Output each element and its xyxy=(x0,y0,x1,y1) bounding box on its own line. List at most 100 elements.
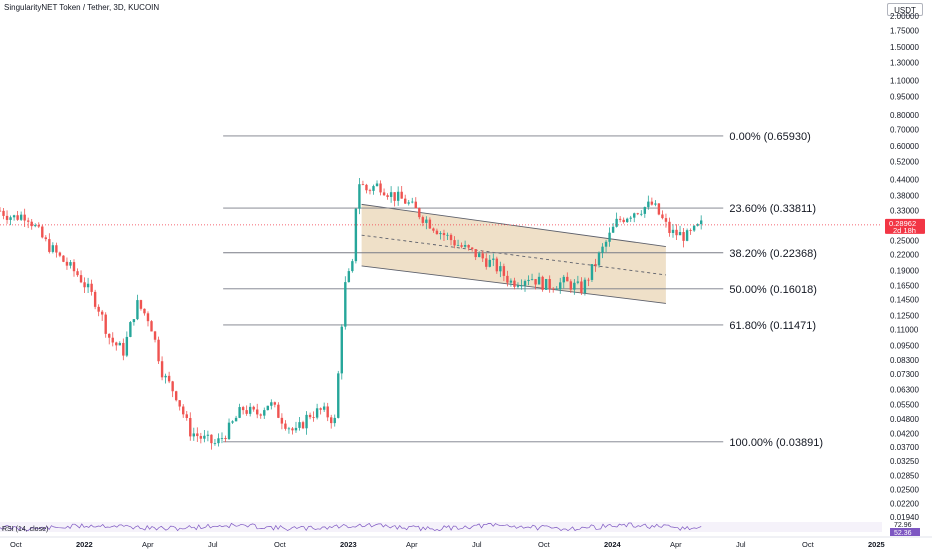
candle-body xyxy=(636,213,639,215)
candle-body xyxy=(111,337,114,343)
price-tick-label: 0.05500 xyxy=(890,400,919,409)
candle-body xyxy=(241,407,245,411)
candle-body xyxy=(643,207,647,214)
price-tick-label: 0.08300 xyxy=(890,356,919,365)
price-tick-label: 0.70000 xyxy=(890,125,919,134)
candle-body xyxy=(206,434,210,436)
candle-body xyxy=(404,198,407,204)
time-axis[interactable]: Oct 2022 Apr Jul Oct 2023 Apr Jul Oct 2024 Apr Jul O… xyxy=(0,536,932,549)
candle-body xyxy=(51,245,55,252)
candle-body xyxy=(583,279,587,293)
candle-body xyxy=(280,417,284,424)
candle-body xyxy=(153,331,157,340)
candle-body xyxy=(485,258,488,267)
candle-body xyxy=(199,436,203,439)
candle-body xyxy=(270,402,273,406)
candle-body xyxy=(555,289,558,291)
candle-body xyxy=(647,201,650,208)
price-tick-label: 0.38000 xyxy=(890,191,919,200)
candle-body xyxy=(284,423,287,429)
candle-body xyxy=(527,279,530,282)
candle-body xyxy=(72,262,76,272)
candle-body xyxy=(65,261,69,266)
candle-body xyxy=(157,339,160,362)
rsi-line xyxy=(0,522,702,532)
candle-body xyxy=(428,219,432,229)
candle-body xyxy=(150,321,153,332)
candle-body xyxy=(442,233,446,236)
candle-body xyxy=(358,184,361,209)
candle-body xyxy=(347,271,351,283)
candle-body xyxy=(502,266,506,276)
price-tick-label: 0.02500 xyxy=(890,486,919,495)
candle-body xyxy=(108,333,111,338)
rsi-value: 52.36 xyxy=(894,530,912,537)
candle-body xyxy=(516,285,520,287)
candle-body xyxy=(530,279,534,280)
price-tick-label: 0.06300 xyxy=(890,386,919,395)
candle-body xyxy=(213,443,217,444)
candle-body xyxy=(58,252,62,256)
price-tick-label: 0.09500 xyxy=(890,341,919,350)
fib-retracement[interactable]: 0.00% (0.65930) 23.60% (0.33811) 38.20% (0… xyxy=(223,131,823,449)
candle-body xyxy=(69,262,72,266)
candle-body xyxy=(305,414,308,429)
candle-body xyxy=(559,282,562,290)
rsi-upper-value: 72.96 xyxy=(894,522,912,529)
candle-body xyxy=(12,215,16,218)
candle-body xyxy=(552,288,555,290)
candle-body xyxy=(492,258,495,260)
price-tick-label: 0.03700 xyxy=(890,443,919,452)
rsi-pane[interactable]: RSI (14, close) 72.96 52.36 xyxy=(0,522,920,537)
price-tick-label: 0.03250 xyxy=(890,457,919,466)
candle-body xyxy=(449,234,453,241)
candle-body xyxy=(83,282,86,288)
candle-body xyxy=(544,278,548,290)
candle-body xyxy=(411,201,414,203)
price-axis[interactable]: 2.00000 1.75000 1.50000 1.30000 1.10000 0.950… xyxy=(890,12,919,522)
candle-body xyxy=(227,422,231,440)
candle-body xyxy=(76,271,79,276)
candle-body xyxy=(315,408,319,418)
candle-body xyxy=(664,218,668,222)
candle-body xyxy=(115,342,118,346)
candle-body xyxy=(611,226,615,233)
candle-body xyxy=(692,225,696,231)
candle-body xyxy=(185,414,188,418)
price-tick-label: 0.19000 xyxy=(890,266,919,275)
candle-body xyxy=(86,283,90,288)
price-tick-label: 0.04200 xyxy=(890,430,919,439)
candle-body xyxy=(566,276,569,282)
candle-body xyxy=(386,195,389,197)
candle-body xyxy=(139,300,143,309)
candle-body xyxy=(590,264,594,280)
candle-body xyxy=(79,275,83,283)
candle-body xyxy=(34,225,37,227)
candle-body xyxy=(661,214,664,219)
candle-body xyxy=(319,408,322,410)
candle-body xyxy=(368,190,372,192)
candle-body xyxy=(93,291,97,307)
candle-body xyxy=(576,281,580,283)
price-tick-label: 1.75000 xyxy=(890,26,919,35)
candle-body xyxy=(263,410,266,416)
candle-body xyxy=(573,282,576,290)
time-tick-label: Apr xyxy=(406,540,418,549)
currency-selector[interactable]: USDT xyxy=(887,3,923,16)
candle-body xyxy=(467,245,470,248)
price-tick-label: 2.00000 xyxy=(890,12,919,21)
candle-body xyxy=(245,410,248,414)
candle-body xyxy=(16,215,19,220)
candle-body xyxy=(453,240,456,246)
candle-body xyxy=(340,326,343,374)
last-price-tag xyxy=(885,218,925,234)
candle-body xyxy=(520,285,523,287)
candle-body xyxy=(689,230,692,232)
candle-body xyxy=(37,225,40,227)
candle-body xyxy=(301,422,305,429)
fib-level-label: 38.20% (0.22368) xyxy=(729,248,816,260)
fib-level-label: 61.80% (0.11471) xyxy=(729,320,816,332)
candle-body xyxy=(2,210,5,216)
candle-body xyxy=(252,406,255,410)
